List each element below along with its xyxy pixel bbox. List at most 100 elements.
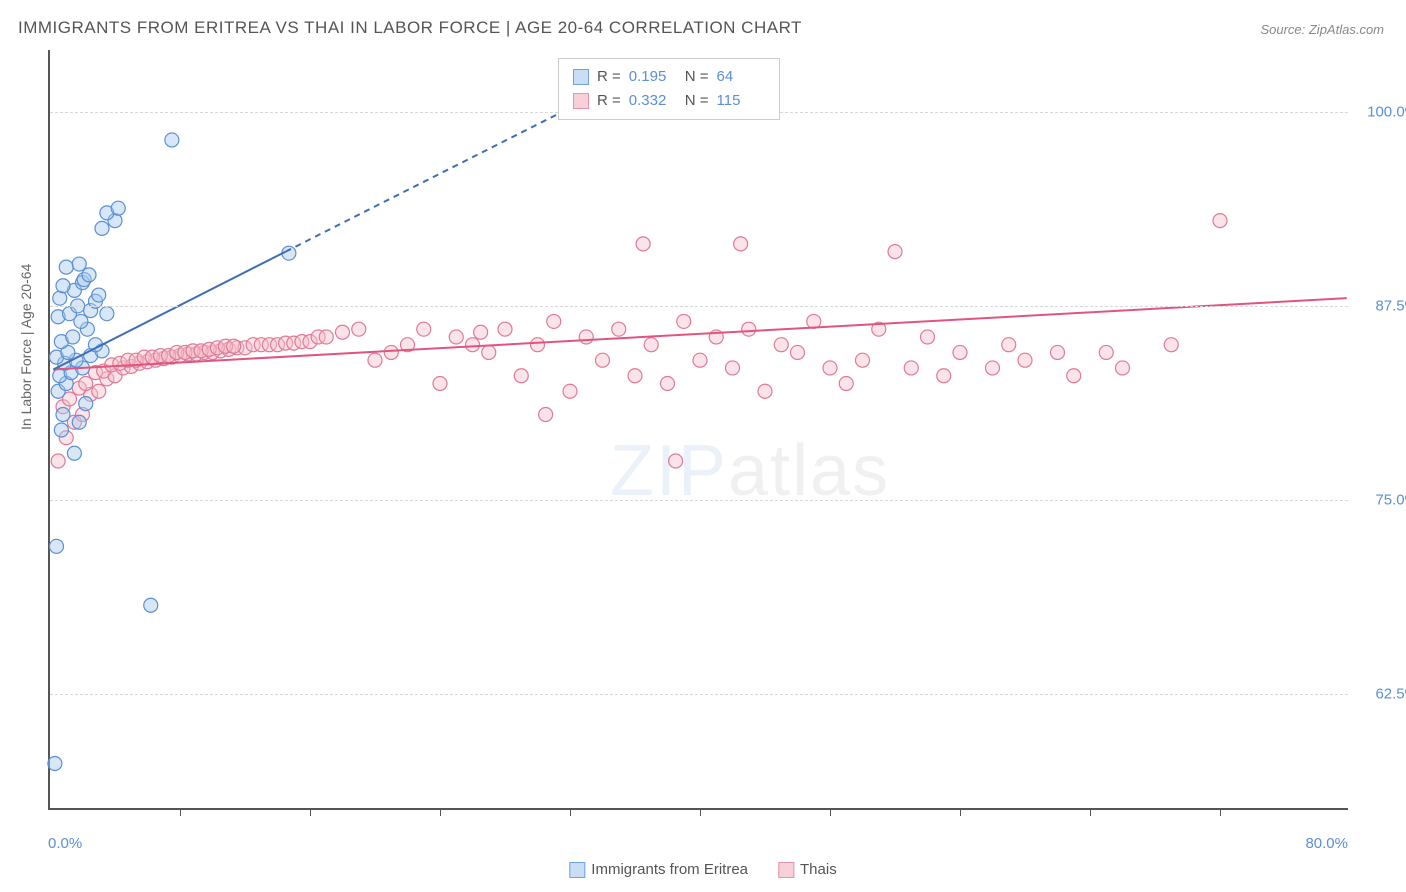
scatter-point bbox=[644, 338, 658, 352]
scatter-point bbox=[95, 221, 109, 235]
scatter-point bbox=[596, 353, 610, 367]
stats-n-label: N = bbox=[685, 65, 709, 89]
y-tick-label: 87.5% bbox=[1353, 297, 1406, 314]
scatter-point bbox=[628, 369, 642, 383]
scatter-point bbox=[986, 361, 1000, 375]
scatter-point bbox=[72, 257, 86, 271]
scatter-point bbox=[352, 322, 366, 336]
scatter-point bbox=[531, 338, 545, 352]
stats-box: R = 0.195 N = 64 R = 0.332 N = 115 bbox=[558, 58, 780, 120]
x-tick bbox=[960, 808, 961, 816]
gridline-h bbox=[50, 500, 1348, 501]
scatter-point bbox=[111, 201, 125, 215]
x-tick bbox=[440, 808, 441, 816]
x-tick bbox=[1090, 808, 1091, 816]
scatter-point bbox=[144, 598, 158, 612]
legend-label-series2: Thais bbox=[800, 861, 837, 878]
scatter-point bbox=[498, 322, 512, 336]
scatter-point bbox=[368, 353, 382, 367]
legend-item-series2: Thais bbox=[778, 861, 837, 878]
scatter-point bbox=[100, 307, 114, 321]
scatter-point bbox=[92, 288, 106, 302]
scatter-point bbox=[547, 314, 561, 328]
scatter-point bbox=[82, 268, 96, 282]
scatter-point bbox=[1002, 338, 1016, 352]
scatter-point bbox=[319, 330, 333, 344]
scatter-point bbox=[888, 245, 902, 259]
source-label: Source: ZipAtlas.com bbox=[1260, 22, 1384, 37]
scatter-point bbox=[693, 353, 707, 367]
scatter-point bbox=[1116, 361, 1130, 375]
x-tick bbox=[310, 808, 311, 816]
x-tick bbox=[180, 808, 181, 816]
scatter-point bbox=[417, 322, 431, 336]
scatter-point bbox=[661, 376, 675, 390]
scatter-point bbox=[742, 322, 756, 336]
stats-n-series1: 64 bbox=[717, 65, 765, 89]
x-tick bbox=[1220, 808, 1221, 816]
scatter-point bbox=[51, 454, 65, 468]
stats-r-label: R = bbox=[597, 89, 621, 113]
scatter-point bbox=[1067, 369, 1081, 383]
x-tick bbox=[700, 808, 701, 816]
scatter-point bbox=[1164, 338, 1178, 352]
scatter-point bbox=[937, 369, 951, 383]
scatter-point bbox=[1099, 345, 1113, 359]
y-tick-label: 75.0% bbox=[1353, 491, 1406, 508]
scatter-point bbox=[1051, 345, 1065, 359]
scatter-point bbox=[56, 407, 70, 421]
x-axis-max-label: 80.0% bbox=[1305, 835, 1348, 852]
x-tick bbox=[830, 808, 831, 816]
scatter-point bbox=[72, 415, 86, 429]
scatter-point bbox=[539, 407, 553, 421]
scatter-point bbox=[726, 361, 740, 375]
scatter-point bbox=[774, 338, 788, 352]
scatter-point bbox=[433, 376, 447, 390]
scatter-point bbox=[1213, 214, 1227, 228]
scatter-point bbox=[165, 133, 179, 147]
scatter-point bbox=[466, 338, 480, 352]
scatter-point bbox=[856, 353, 870, 367]
scatter-point bbox=[758, 384, 772, 398]
scatter-point bbox=[56, 279, 70, 293]
scatter-point bbox=[953, 345, 967, 359]
scatter-point bbox=[579, 330, 593, 344]
y-tick-label: 100.0% bbox=[1353, 104, 1406, 121]
chart-title: IMMIGRANTS FROM ERITREA VS THAI IN LABOR… bbox=[18, 18, 802, 38]
x-axis-min-label: 0.0% bbox=[48, 835, 82, 852]
scatter-point bbox=[79, 397, 93, 411]
stats-row-series2: R = 0.332 N = 115 bbox=[573, 89, 765, 113]
scatter-point bbox=[734, 237, 748, 251]
scatter-point bbox=[50, 539, 64, 553]
scatter-point bbox=[79, 376, 93, 390]
scatter-point bbox=[482, 345, 496, 359]
scatter-point bbox=[1018, 353, 1032, 367]
scatter-point bbox=[227, 339, 241, 353]
scatter-point bbox=[54, 423, 68, 437]
stats-n-series2: 115 bbox=[717, 89, 765, 113]
y-axis-label: In Labor Force | Age 20-64 bbox=[18, 264, 34, 430]
stats-swatch-series1 bbox=[573, 69, 589, 85]
scatter-point bbox=[636, 237, 650, 251]
scatter-point bbox=[336, 325, 350, 339]
chart-container: IMMIGRANTS FROM ERITREA VS THAI IN LABOR… bbox=[0, 0, 1406, 892]
scatter-point bbox=[563, 384, 577, 398]
stats-row-series1: R = 0.195 N = 64 bbox=[573, 65, 765, 89]
scatter-point bbox=[823, 361, 837, 375]
legend-swatch-series2 bbox=[778, 862, 794, 878]
stats-r-series2: 0.332 bbox=[629, 89, 677, 113]
scatter-point bbox=[669, 454, 683, 468]
scatter-point bbox=[384, 345, 398, 359]
plot-area: ZIPatlas 62.5%75.0%87.5%100.0% bbox=[48, 50, 1348, 810]
scatter-point bbox=[904, 361, 918, 375]
stats-r-label: R = bbox=[597, 65, 621, 89]
gridline-h bbox=[50, 306, 1348, 307]
gridline-h bbox=[50, 694, 1348, 695]
scatter-point bbox=[921, 330, 935, 344]
y-tick-label: 62.5% bbox=[1353, 685, 1406, 702]
scatter-point bbox=[839, 376, 853, 390]
scatter-point bbox=[59, 260, 73, 274]
scatter-point bbox=[449, 330, 463, 344]
legend-item-series1: Immigrants from Eritrea bbox=[569, 861, 748, 878]
scatter-point bbox=[514, 369, 528, 383]
